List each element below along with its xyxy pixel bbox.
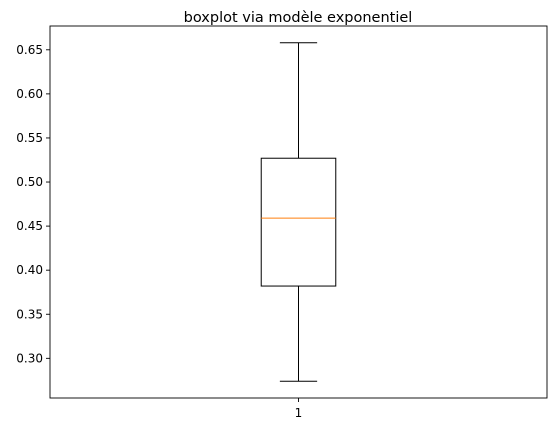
y-tick-label: 0.45	[16, 219, 43, 233]
y-axis: 0.30 0.35 0.40 0.45 0.50 0.55 0.60 0.65	[16, 43, 50, 365]
y-tick-label: 0.35	[16, 307, 43, 321]
y-tick-label: 0.55	[16, 131, 43, 145]
box-series	[260, 42, 337, 382]
x-tick-label: 1	[295, 406, 303, 420]
chart-title: boxplot via modèle exponentiel	[184, 10, 413, 26]
y-tick-label: 0.60	[16, 87, 43, 101]
interquartile-box	[260, 157, 337, 287]
x-axis: 1	[295, 398, 303, 420]
y-tick-label: 0.40	[16, 263, 43, 277]
y-tick-label: 0.30	[16, 351, 43, 365]
y-tick-label: 0.65	[16, 43, 43, 57]
y-tick-label: 0.50	[16, 175, 43, 189]
